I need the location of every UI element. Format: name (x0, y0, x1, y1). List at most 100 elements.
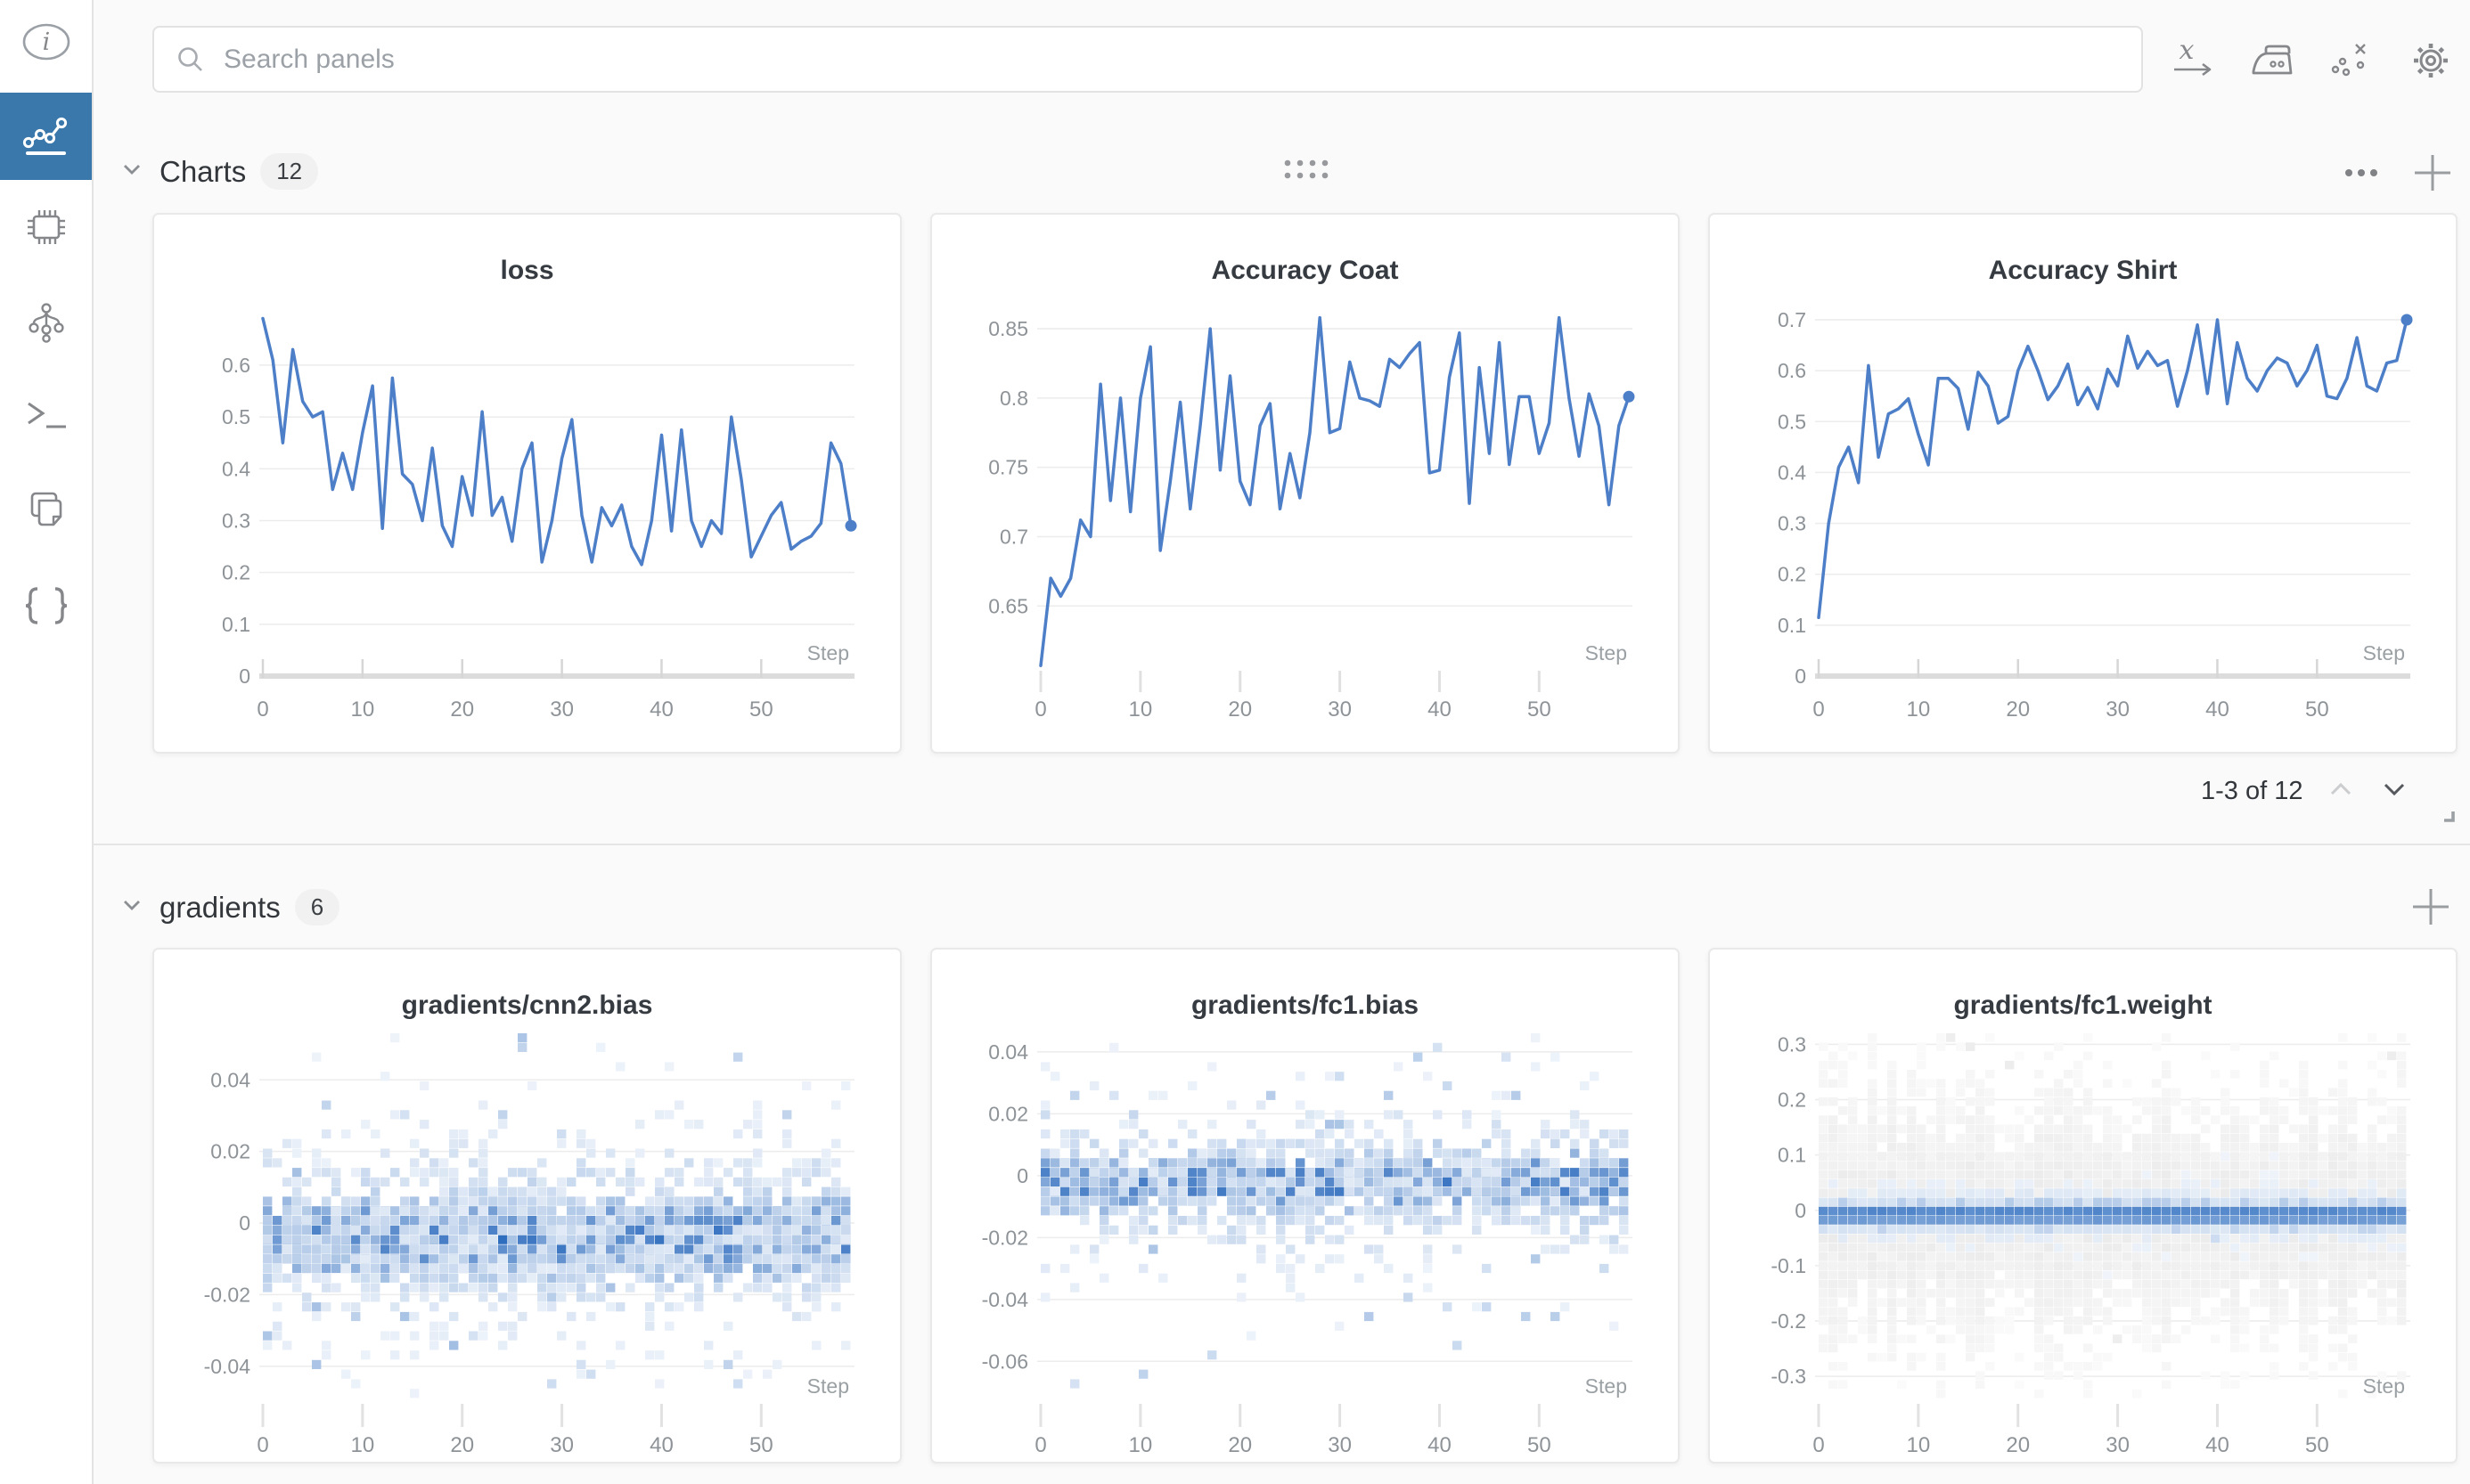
panel-title: gradients/fc1.weight (1953, 991, 2212, 1020)
svg-text:0.04: 0.04 (988, 1040, 1028, 1064)
svg-text:-0.3: -0.3 (1771, 1365, 1806, 1388)
settings-gear-icon[interactable] (2402, 32, 2459, 89)
svg-text:Step: Step (807, 641, 849, 665)
svg-text:Step: Step (1585, 641, 1627, 665)
files-copy-icon (21, 486, 71, 537)
svg-text:0.1: 0.1 (1778, 1144, 1806, 1167)
svg-text:0.5: 0.5 (222, 405, 250, 428)
svg-text:30: 30 (550, 1433, 574, 1457)
svg-text:Step: Step (2363, 1374, 2405, 1398)
page-down-icon[interactable] (2379, 778, 2409, 805)
braces-icon (20, 583, 73, 632)
gradients-section-actions (2411, 887, 2450, 931)
chevron-down-icon[interactable] (119, 892, 145, 923)
svg-text:0.3: 0.3 (1778, 512, 1806, 535)
svg-text:0.6: 0.6 (1778, 359, 1806, 382)
svg-text:-0.04: -0.04 (204, 1355, 251, 1378)
svg-text:Step: Step (1585, 1374, 1627, 1398)
outliers-icon[interactable] (2323, 32, 2380, 89)
svg-text:10: 10 (351, 1433, 375, 1457)
gradients-fc1-bias-chart: 0.04 0.02 0 -0.02 -0.04 -0.06 0 10 20 30 40 50 Step (982, 1033, 1632, 1457)
sidebar-item-model[interactable] (0, 289, 92, 361)
svg-text:40: 40 (650, 697, 674, 722)
add-panel-icon[interactable] (2411, 887, 2450, 931)
pagination-label: 1-3 of 12 (2201, 777, 2303, 805)
workspace-toolbar: x (2165, 32, 2459, 89)
x-axis-expression-icon[interactable]: x (2165, 32, 2222, 89)
left-sidebar: i (0, 0, 92, 1484)
line-chart-icon (20, 112, 72, 161)
svg-text:20: 20 (450, 1433, 474, 1457)
search-panels-box (152, 26, 2143, 93)
section-drag-handle[interactable] (1284, 159, 1329, 183)
svg-text:0.4: 0.4 (1778, 461, 1806, 484)
sidebar-item-charts-workspace[interactable] (0, 93, 92, 180)
svg-text:20: 20 (1228, 1433, 1252, 1457)
panel-accuracy-coat[interactable]: Accuracy Coat 0.85 0.8 0.75 0.7 0.65 0 10 20 30 4… (930, 213, 1680, 754)
svg-text:30: 30 (2106, 697, 2130, 722)
svg-text:40: 40 (1427, 1433, 1452, 1457)
panel-gradients-fc1-bias[interactable]: gradients/fc1.bias 0.04 0.02 0 -0.02 -0.04 -0… (930, 948, 1680, 1464)
svg-text:-0.2: -0.2 (1771, 1309, 1806, 1333)
svg-text:0: 0 (1795, 665, 1806, 688)
svg-text:0: 0 (239, 1211, 250, 1235)
sidebar-item-info[interactable]: i (0, 8, 92, 79)
charts-pagination: 1-3 of 12 (2201, 777, 2409, 806)
svg-text:-0.02: -0.02 (982, 1226, 1028, 1249)
sidebar-item-logs[interactable] (0, 383, 92, 454)
loss-chart: 0.6 0.5 0.4 0.3 0.2 0.1 00 10 20 30 40 50 Step (222, 316, 857, 722)
gradients-cnn2-bias-chart: 0.04 0.02 0 -0.02 -0.04 0 10 20 30 40 50 Step (204, 1033, 855, 1457)
charts-section-header: Charts 12 (119, 153, 319, 190)
svg-text:30: 30 (550, 697, 574, 722)
sidebar-item-system[interactable] (0, 193, 92, 265)
svg-text:0.3: 0.3 (1778, 1032, 1806, 1056)
svg-text:0: 0 (257, 1433, 268, 1457)
svg-text:0.4: 0.4 (222, 457, 250, 480)
svg-text:50: 50 (2305, 1433, 2329, 1457)
panel-title: Accuracy Coat (1211, 256, 1399, 285)
svg-text:0.2: 0.2 (222, 561, 250, 584)
section-menu-icon[interactable] (2342, 159, 2381, 191)
sidebar-item-artifacts[interactable] (0, 572, 92, 643)
panel-gradients-fc1-weight[interactable]: gradients/fc1.weight 0.3 0.2 0.1 0 -0.1 -0.2 -… (1708, 948, 2458, 1464)
svg-text:0.2: 0.2 (1778, 1089, 1806, 1112)
svg-text:-0.02: -0.02 (204, 1283, 250, 1306)
panel-gradients-cnn2-bias[interactable]: gradients/cnn2.bias 0.04 0.02 0 -0.02 -0.04 0… (152, 948, 902, 1464)
svg-text:20: 20 (1228, 697, 1252, 722)
svg-text:0.04: 0.04 (210, 1068, 250, 1091)
svg-text:0.02: 0.02 (988, 1102, 1028, 1125)
svg-text:0.7: 0.7 (1000, 525, 1028, 548)
panel-title: gradients/fc1.bias (1190, 991, 1419, 1020)
svg-text:10: 10 (1129, 1433, 1153, 1457)
chevron-down-icon[interactable] (119, 156, 145, 187)
svg-text:0.02: 0.02 (210, 1140, 250, 1163)
section-title-gradients: gradients (159, 890, 281, 924)
smoothing-iron-icon[interactable] (2245, 32, 2302, 89)
accuracy-coat-chart: 0.85 0.8 0.75 0.7 0.65 0 10 20 30 40 50 Step (988, 315, 1635, 722)
svg-text:0: 0 (239, 665, 250, 688)
panel-loss[interactable]: loss 0.6 0.5 0.4 0.3 0.2 0.1 0 0 10 20 30 40 50 Step (152, 213, 902, 754)
svg-text:20: 20 (2006, 1433, 2030, 1457)
section-resize-handle[interactable] (2437, 804, 2458, 830)
svg-text:-0.04: -0.04 (982, 1288, 1029, 1311)
panel-accuracy-shirt[interactable]: Accuracy Shirt 0.7 0.6 0.5 0.4 0.3 0.2 0.1 0 0 10… (1708, 213, 2458, 754)
svg-text:0: 0 (1017, 1164, 1028, 1187)
svg-text:10: 10 (1907, 697, 1931, 722)
gradients-count-badge: 6 (294, 889, 340, 925)
sidebar-item-files[interactable] (0, 476, 92, 547)
svg-text:0.1: 0.1 (1778, 614, 1806, 637)
terminal-icon (21, 396, 71, 442)
svg-text:-0.1: -0.1 (1771, 1254, 1806, 1277)
page-up-icon[interactable] (2326, 778, 2356, 805)
search-panels-input[interactable] (222, 43, 2141, 76)
svg-text:0.8: 0.8 (1000, 387, 1028, 410)
svg-text:10: 10 (1907, 1433, 1931, 1457)
add-panel-icon[interactable] (2413, 153, 2452, 197)
svg-text:0.75: 0.75 (988, 456, 1028, 479)
svg-text:x: x (2180, 37, 2195, 66)
panel-title: gradients/cnn2.bias (401, 991, 653, 1020)
svg-text:10: 10 (351, 697, 375, 722)
svg-text:10: 10 (1129, 697, 1153, 722)
svg-text:0: 0 (1035, 697, 1046, 722)
